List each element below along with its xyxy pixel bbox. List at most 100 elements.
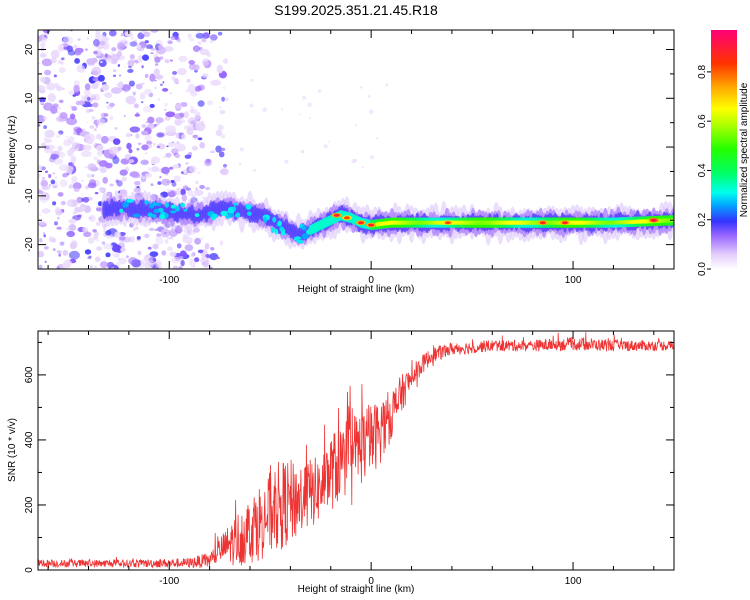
heatmap-noise-cell	[142, 106, 153, 113]
heatmap-noise-cell	[128, 148, 133, 154]
heatmap-noise-cell	[171, 256, 180, 264]
heatmap-noise-cell	[112, 74, 117, 78]
heatmap-noise-cell	[116, 83, 123, 87]
heatmap-noise-cell	[133, 59, 138, 63]
heatmap-noise-cell	[308, 117, 311, 120]
heatmap-noise-cell	[125, 88, 129, 92]
heatmap-noise-cell	[62, 172, 68, 178]
heatmap-noise-cell	[369, 109, 374, 115]
heatmap-noise-cell	[115, 179, 120, 184]
heatmap-noise-cell	[68, 184, 74, 189]
heatmap-noise-cell	[150, 160, 156, 165]
heatmap-noise-cell	[219, 106, 222, 109]
heatmap-noise-cell	[118, 74, 122, 77]
colorbar-gradient	[711, 30, 737, 269]
heatmap-noise-cell	[94, 256, 101, 263]
heatmap-noise-cell	[85, 185, 89, 190]
heatmap-noise-cell	[195, 32, 205, 39]
heatmap-noise-cell	[216, 256, 220, 260]
heatmap-noise-cell	[145, 121, 148, 124]
heatmap-noise-cell	[160, 83, 163, 87]
heatmap-noise-cell	[193, 189, 204, 197]
heatmap-noise-cell	[61, 57, 65, 61]
heatmap-noise-cell	[152, 243, 159, 250]
heatmap-noise-cell	[106, 101, 109, 104]
heatmap-noise-cell	[73, 188, 80, 192]
heatmap-ridge-blob	[126, 199, 135, 203]
colorbar-tick-label: 0.6	[697, 114, 708, 128]
heatmap-noise-cell	[40, 179, 48, 188]
heatmap-noise-cell	[88, 93, 96, 98]
heatmap-noise-cell	[40, 142, 47, 147]
heatmap-noise-cell	[74, 58, 80, 64]
heatmap-noise-cell	[88, 217, 93, 220]
heatmap-ridge-blob	[271, 227, 275, 233]
heatmap-noise-cell	[134, 113, 140, 117]
heatmap-noise-cell	[141, 130, 149, 136]
heatmap-noise-cell	[166, 236, 169, 240]
heatmap-noise-cell	[250, 78, 254, 82]
heatmap-noise-cell	[219, 240, 223, 246]
heatmap-noise-cell	[58, 107, 61, 110]
heatmap-noise-cell	[38, 190, 44, 195]
heatmap-noise-cell	[123, 114, 126, 117]
heatmap-noise-cell	[93, 233, 99, 240]
colorbar-title: Normalized spectral amplitude	[739, 82, 750, 217]
heatmap-noise-cell	[188, 60, 195, 65]
heatmap-ridge-blob	[180, 202, 186, 208]
heatmap-noise-cell	[112, 156, 120, 165]
heatmap-noise-cell	[125, 95, 136, 105]
heatmap-noise-cell	[197, 137, 203, 141]
heatmap-noise-cell	[205, 186, 211, 191]
heatmap-noise-cell	[147, 260, 155, 267]
heatmap-noise-cell	[124, 41, 127, 44]
heatmap-noise-cell	[102, 176, 108, 184]
heatmap-noise-cell	[54, 221, 58, 226]
heatmap-noise-cell	[162, 88, 169, 92]
heatmap-noise-cell	[158, 133, 163, 137]
heatmap-noise-cell	[190, 120, 197, 125]
heatmap-noise-cell	[165, 152, 172, 158]
heatmap-noise-cell	[129, 54, 135, 60]
heatmap-noise-cell	[166, 188, 172, 193]
heatmap-ridge-blob	[280, 232, 286, 236]
heatmap-noise-cell	[284, 159, 289, 164]
heatmap-noise-cell	[351, 159, 356, 164]
heatmap-noise-cell	[46, 82, 56, 91]
heatmap-noise-cell	[159, 176, 162, 179]
heatmap-noise-cell	[132, 91, 136, 96]
heatmap-frame	[37, 29, 675, 270]
heatmap-noise-cell	[134, 181, 141, 186]
heatmap-noise-cell	[171, 148, 179, 155]
heatmap-noise-cell	[103, 243, 113, 250]
heatmap-noise-cell	[209, 253, 219, 261]
heatmap-noise-cell	[192, 45, 201, 52]
heatmap-ridge-blob	[165, 202, 169, 208]
heatmap-noise-cell	[141, 124, 147, 128]
heatmap-noise-cell	[49, 236, 52, 239]
heatmap-noise-cell	[150, 46, 154, 49]
heatmap-noise-cell	[72, 142, 81, 150]
heatmap-ridge-blob	[245, 204, 252, 210]
heatmap-ridge-blob	[160, 211, 166, 215]
heatmap-noise-cell	[166, 145, 169, 148]
heatmap-noise-cell	[369, 155, 375, 160]
heatmap-noise-cell	[221, 96, 226, 102]
heatmap-noise-cell	[50, 56, 57, 64]
heatmap-noise-cell	[124, 91, 128, 94]
heatmap-noise-cell	[73, 132, 76, 135]
heatmap-noise-cell	[93, 156, 98, 161]
heatmap-noise-cell	[195, 180, 199, 185]
heatmap-noise-cell	[163, 231, 167, 235]
snr-y-tick-label: 0	[24, 567, 35, 573]
snr-frame	[37, 330, 675, 571]
heatmap-noise-cell	[50, 153, 59, 160]
heatmap-noise-cell	[183, 169, 187, 174]
heatmap-noise-cell	[48, 173, 52, 179]
heatmap-ridge-blob	[232, 206, 237, 212]
heatmap-noise-cell	[95, 31, 100, 39]
heatmap-hotspot	[368, 223, 375, 227]
heatmap-noise-cell	[154, 68, 160, 76]
heatmap-noise-cell	[196, 112, 201, 115]
